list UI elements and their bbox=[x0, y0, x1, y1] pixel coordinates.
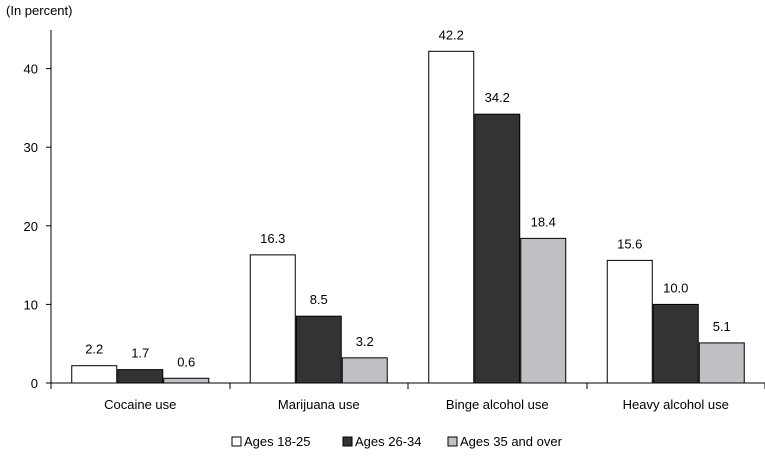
y-tick-label: 30 bbox=[24, 140, 38, 155]
legend-label: Ages 18-25 bbox=[244, 434, 311, 449]
unit-label: (In percent) bbox=[6, 3, 72, 18]
bar bbox=[71, 365, 118, 384]
bar bbox=[520, 237, 567, 384]
legend: Ages 18-25 Ages 26-34 Ages 35 and over bbox=[231, 434, 563, 449]
bar bbox=[698, 342, 745, 384]
category-label: Binge alcohol use bbox=[446, 397, 549, 412]
bar bbox=[341, 357, 388, 384]
data-label: 10.0 bbox=[663, 280, 688, 295]
data-label: 1.7 bbox=[131, 346, 149, 361]
bars: 2.2 1.7 0.6 Cocaine use 16.3 8.5 3.2 Marijuana … bbox=[71, 27, 745, 412]
bar bbox=[295, 315, 342, 384]
category-label: Cocaine use bbox=[104, 397, 176, 412]
y-tick-label: 10 bbox=[24, 297, 38, 312]
y-tick-label: 0 bbox=[31, 376, 38, 391]
legend-label: Ages 26-34 bbox=[355, 434, 422, 449]
bar bbox=[474, 113, 521, 384]
bar bbox=[428, 50, 475, 384]
data-label: 3.2 bbox=[356, 334, 374, 349]
category-label: Heavy alcohol use bbox=[623, 397, 729, 412]
legend-swatch bbox=[342, 436, 353, 447]
data-label: 16.3 bbox=[260, 231, 285, 246]
data-label: 0.6 bbox=[177, 354, 195, 369]
y-tick-label: 40 bbox=[24, 62, 38, 77]
data-label: 34.2 bbox=[485, 90, 510, 105]
bar bbox=[163, 377, 210, 384]
data-label: 18.4 bbox=[531, 214, 556, 229]
bar bbox=[606, 259, 653, 384]
data-label: 8.5 bbox=[310, 292, 328, 307]
y-tick-label: 20 bbox=[24, 219, 38, 234]
data-label: 15.6 bbox=[617, 236, 642, 251]
legend-swatch bbox=[231, 436, 242, 447]
legend-swatch bbox=[447, 436, 458, 447]
data-label: 42.2 bbox=[439, 27, 464, 42]
bar bbox=[652, 303, 699, 384]
data-label: 2.2 bbox=[85, 342, 103, 357]
bar bbox=[117, 369, 164, 384]
data-label: 5.1 bbox=[713, 319, 731, 334]
category-label: Marijuana use bbox=[278, 397, 360, 412]
legend-label: Ages 35 and over bbox=[460, 434, 563, 449]
bar bbox=[249, 254, 296, 384]
